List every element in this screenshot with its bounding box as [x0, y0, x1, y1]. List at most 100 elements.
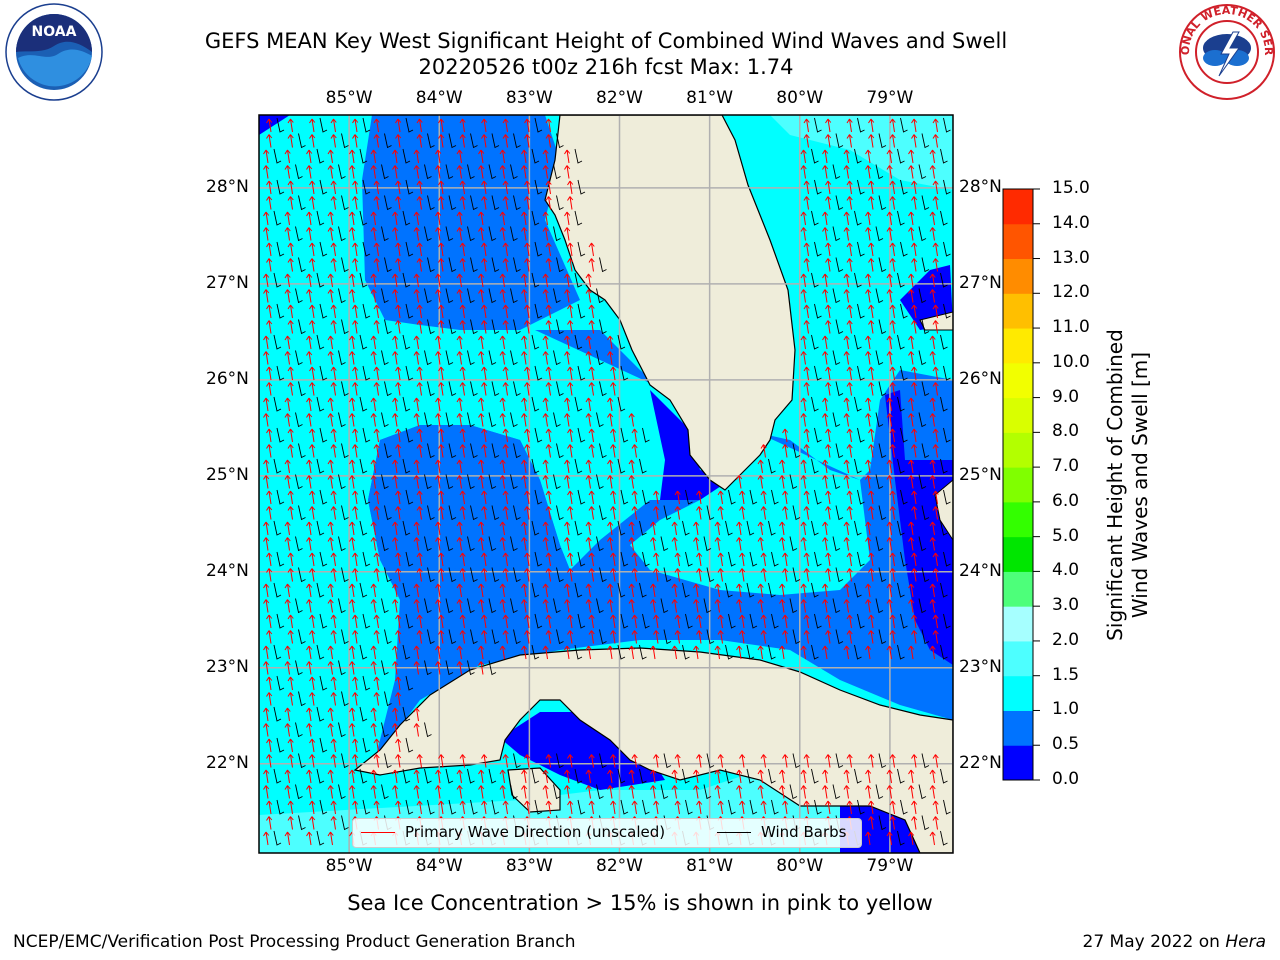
wave-arrow [567, 366, 574, 381]
wind-barb [273, 830, 282, 846]
wave-arrow [886, 645, 893, 660]
wave-arrow [392, 227, 399, 241]
wave-arrow [413, 149, 420, 164]
wave-arrow [542, 459, 549, 474]
wave-arrow [929, 165, 936, 179]
wave-arrow [846, 366, 853, 381]
wind-barb [878, 629, 887, 645]
wind-barb [448, 443, 457, 459]
wind-barb [359, 706, 368, 722]
wave-arrow [696, 568, 703, 582]
wind-barb [875, 474, 884, 490]
wave-arrow [478, 413, 485, 427]
colorbar-segment [1003, 571, 1033, 607]
wind-barb [381, 226, 389, 242]
wave-arrow [306, 227, 313, 241]
wave-arrow [478, 273, 485, 288]
wave-arrow [674, 800, 681, 815]
wave-arrow [696, 614, 703, 629]
wave-arrow [714, 785, 721, 799]
wind-barb [273, 706, 282, 722]
wind-barb [811, 272, 819, 288]
lat-label-right: 24°N [959, 560, 1002, 581]
wave-arrow [263, 397, 270, 412]
wave-arrow [349, 149, 356, 164]
wind-barb [556, 319, 564, 335]
wind-barb [445, 474, 454, 490]
wave-arrow [800, 583, 807, 598]
wind-barb [381, 288, 389, 304]
wave-arrow [674, 568, 681, 582]
wind-barb [467, 412, 475, 428]
wave-arrow [263, 769, 270, 784]
wave-arrow [392, 289, 399, 303]
wind-barb [470, 505, 478, 521]
wave-arrow [459, 568, 466, 582]
wave-arrow [739, 490, 746, 505]
wave-arrow [502, 258, 509, 272]
wind-barb [405, 179, 414, 195]
wind-barb [599, 443, 607, 459]
wind-barb [424, 768, 432, 784]
wind-barb [574, 396, 583, 412]
wave-arrow [542, 165, 549, 179]
wind-barb [682, 520, 690, 536]
wave-arrow [911, 490, 918, 505]
wind-barb [448, 381, 457, 397]
wave-arrow [846, 180, 853, 195]
wind-barb [854, 768, 862, 784]
chart-title: GEFS MEAN Key West Significant Height of… [204, 29, 1008, 53]
wind-barb [341, 567, 349, 583]
wind-barb [384, 257, 392, 273]
wind-barb [338, 350, 346, 366]
map-legend: Primary Wave Direction (unscaled) Wind B… [352, 818, 862, 848]
wind-barb [685, 613, 693, 629]
wave-arrow [653, 754, 660, 768]
wind-barb [857, 489, 865, 505]
wave-arrow [352, 134, 359, 148]
wave-arrow [499, 583, 506, 598]
lon-label-bottom: 82°W [596, 856, 643, 876]
wind-barb [940, 582, 948, 598]
wave-arrow [696, 630, 703, 644]
wave-arrow [889, 258, 896, 272]
wave-arrow [585, 537, 592, 551]
wind-barb [940, 644, 948, 660]
wave-arrow [757, 583, 764, 598]
wave-arrow [263, 227, 270, 241]
wave-arrow [545, 382, 552, 396]
wave-arrow [822, 599, 829, 613]
wave-arrow [521, 521, 528, 536]
wind-barb [276, 241, 285, 257]
wave-arrow [846, 490, 853, 505]
lon-label-bottom: 84°W [415, 856, 463, 876]
wave-arrow [929, 289, 936, 303]
wave-arrow [349, 351, 356, 365]
wind-barb [832, 536, 841, 552]
wind-barb [792, 629, 801, 645]
wave-arrow [456, 785, 463, 799]
wave-arrow [395, 552, 402, 567]
wave-arrow [822, 149, 829, 164]
wind-barb [295, 598, 303, 614]
wave-arrow [653, 490, 660, 505]
wave-arrow [822, 769, 829, 784]
wind-barb [531, 272, 540, 288]
wave-arrow [757, 769, 764, 784]
wave-arrow [564, 583, 571, 598]
wind-barb [832, 598, 841, 614]
wave-arrow [478, 583, 485, 598]
wave-arrow [717, 568, 724, 582]
wave-arrow [803, 630, 810, 644]
wave-arrow [717, 614, 724, 629]
wave-arrow [327, 785, 334, 799]
wave-arrow [284, 583, 291, 598]
wave-arrow [567, 800, 574, 815]
wave-arrow [438, 258, 445, 272]
wave-arrow [886, 211, 893, 226]
wave-arrow [929, 599, 936, 613]
wave-arrow [865, 273, 872, 288]
wave-arrow [564, 289, 571, 303]
wave-arrow [736, 475, 743, 489]
